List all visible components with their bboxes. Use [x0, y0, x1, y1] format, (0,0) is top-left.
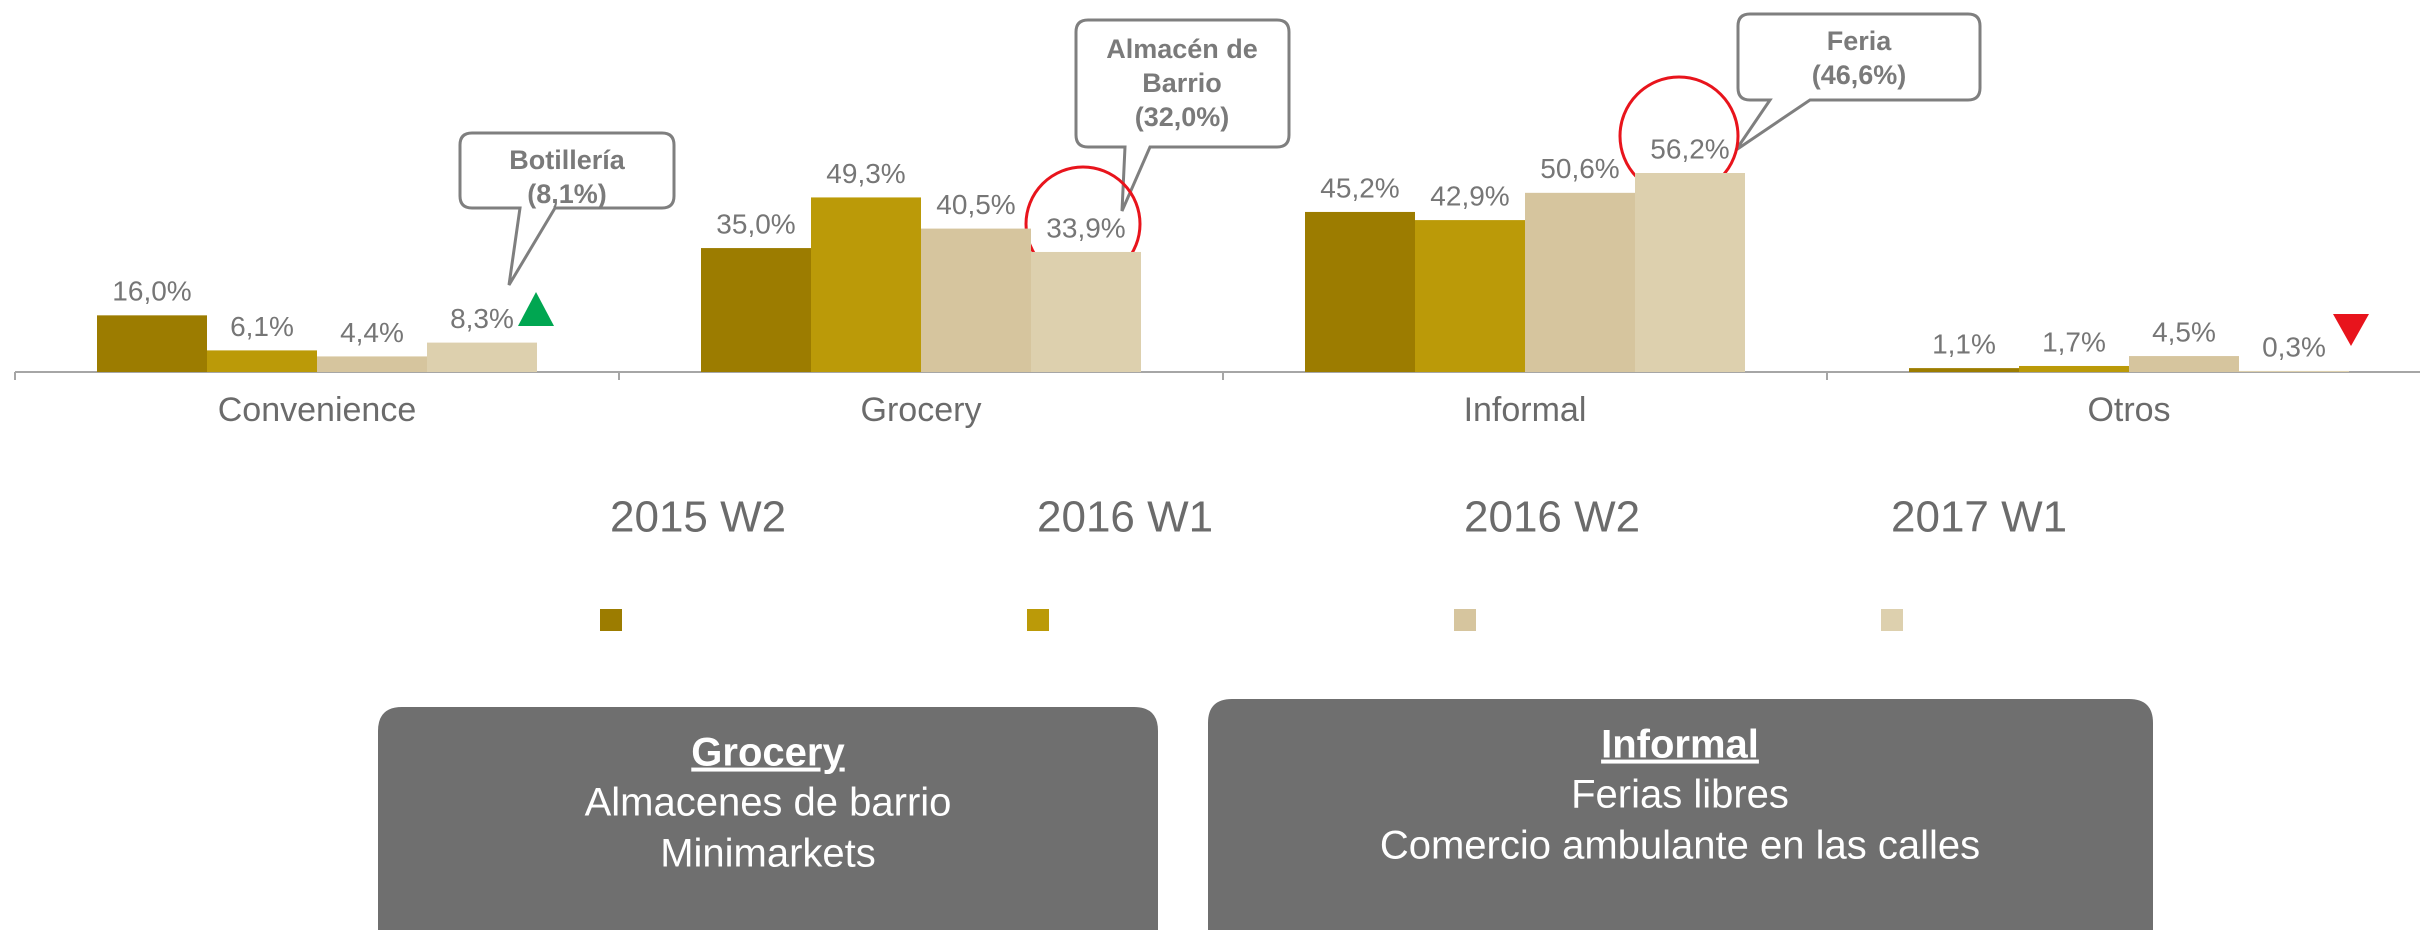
box-line: Comercio ambulante en las calles [1380, 824, 1980, 868]
value-label: 50,6% [1540, 153, 1619, 184]
bar [1031, 251, 1141, 372]
bar [97, 315, 207, 372]
down-arrow [2333, 314, 2369, 346]
legend-label: 2016 W1 [1037, 493, 1213, 542]
annotation: (32,0%) [1135, 102, 1230, 132]
value-label: 40,5% [936, 189, 1015, 220]
value-label: 1,7% [2042, 326, 2106, 357]
value-label: 49,3% [826, 158, 905, 189]
bar [1525, 192, 1635, 372]
bar [207, 350, 317, 372]
callout-box [1074, 18, 1291, 212]
bar [2239, 370, 2349, 372]
bar [921, 228, 1031, 372]
bar [1305, 211, 1415, 372]
up-arrow [518, 292, 554, 326]
box-line: Ferias libres [1571, 773, 1789, 817]
box-line: Almacenes de barrio [585, 781, 952, 825]
bar [1909, 368, 2019, 372]
bar [1635, 173, 1745, 372]
bar [2019, 365, 2129, 372]
callouts [458, 12, 1982, 286]
annotation: Barrio [1142, 68, 1222, 98]
bar [811, 197, 921, 372]
bar [427, 342, 537, 372]
annotation: Almacén de [1106, 34, 1258, 64]
bar [317, 356, 427, 372]
box-title: Grocery [691, 731, 845, 775]
value-label: 8,3% [450, 303, 514, 334]
value-label: 45,2% [1320, 172, 1399, 203]
annotation: (8,1%) [527, 179, 607, 209]
callout-box [458, 131, 676, 286]
annotation: Botillería [509, 145, 626, 175]
legend-label: 2016 W2 [1464, 493, 1640, 542]
value-label: 4,5% [2152, 316, 2216, 347]
x-tick-label: Grocery [861, 391, 982, 429]
annotation: (46,6%) [1812, 60, 1907, 90]
bar [701, 248, 811, 372]
value-label: 56,2% [1650, 133, 1729, 164]
value-label: 4,4% [340, 317, 404, 348]
bar [1415, 220, 1525, 372]
legend-label: 2015 W2 [610, 493, 786, 542]
box-line: Minimarkets [660, 832, 876, 876]
value-label: 0,3% [2262, 331, 2326, 362]
legend-swatch [600, 609, 622, 631]
x-tick-label: Otros [2087, 391, 2170, 429]
value-label: 6,1% [230, 311, 294, 342]
info-box [378, 707, 1158, 930]
x-tick-label: Convenience [218, 391, 416, 429]
bar [2129, 356, 2239, 372]
value-label: 33,9% [1046, 212, 1125, 243]
legend-swatch [1881, 609, 1903, 631]
value-label: 35,0% [716, 208, 795, 239]
box-title: Informal [1601, 723, 1759, 767]
value-label: 16,0% [112, 276, 191, 307]
callout-box [1734, 12, 1982, 152]
legend-swatch [1454, 609, 1476, 631]
legend-label: 2017 W1 [1891, 493, 2067, 542]
info-box [1208, 699, 2153, 930]
value-label: 1,1% [1932, 328, 1996, 359]
annotation: Feria [1827, 26, 1893, 56]
value-label: 42,9% [1430, 180, 1509, 211]
legend-swatch [1027, 609, 1049, 631]
x-tick-label: Informal [1464, 391, 1587, 429]
